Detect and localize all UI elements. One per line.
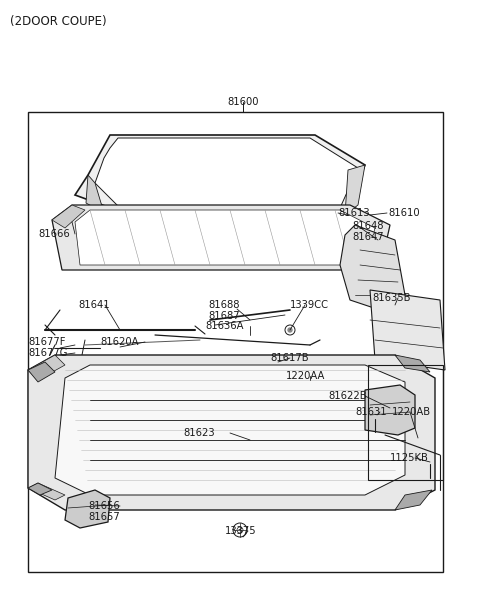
Text: 81641: 81641 <box>78 300 109 310</box>
Polygon shape <box>395 490 432 510</box>
Text: 81687: 81687 <box>208 311 240 321</box>
Polygon shape <box>55 365 405 495</box>
Circle shape <box>288 328 292 332</box>
Polygon shape <box>75 210 375 265</box>
Text: 81613: 81613 <box>338 208 370 218</box>
Polygon shape <box>370 290 445 370</box>
Polygon shape <box>65 490 110 528</box>
Polygon shape <box>28 483 65 500</box>
Polygon shape <box>75 135 365 215</box>
Text: 81620A: 81620A <box>100 337 139 347</box>
Polygon shape <box>345 165 365 215</box>
Polygon shape <box>28 483 52 495</box>
Text: 81635B: 81635B <box>372 293 410 303</box>
Polygon shape <box>86 175 104 213</box>
Text: (2DOOR COUPE): (2DOOR COUPE) <box>10 15 107 29</box>
Polygon shape <box>28 362 55 382</box>
Text: 1220AA: 1220AA <box>286 371 325 381</box>
Text: 1125KB: 1125KB <box>390 453 429 463</box>
Text: 1339CC: 1339CC <box>290 300 329 310</box>
Text: 81677G: 81677G <box>28 348 68 358</box>
Circle shape <box>276 361 279 364</box>
Text: 81647: 81647 <box>352 232 384 242</box>
Text: 81631: 81631 <box>355 407 386 417</box>
Text: 13375: 13375 <box>225 526 257 536</box>
Text: 81657: 81657 <box>88 512 120 522</box>
Text: 81666: 81666 <box>38 229 70 239</box>
Polygon shape <box>52 205 85 228</box>
Text: 81622B: 81622B <box>328 391 367 401</box>
Text: 81617B: 81617B <box>270 353 309 363</box>
Text: 81648: 81648 <box>352 221 384 231</box>
Polygon shape <box>395 355 430 372</box>
Polygon shape <box>365 385 415 435</box>
Polygon shape <box>95 138 358 208</box>
Polygon shape <box>340 225 405 310</box>
Text: 81610: 81610 <box>388 208 420 218</box>
Text: 81688: 81688 <box>208 300 240 310</box>
Text: 81623: 81623 <box>183 428 215 438</box>
Polygon shape <box>28 355 435 510</box>
Circle shape <box>173 253 177 257</box>
Text: 81656: 81656 <box>88 501 120 511</box>
Polygon shape <box>52 205 390 270</box>
Text: 81677F: 81677F <box>28 337 65 347</box>
Text: 81600: 81600 <box>227 97 259 107</box>
Text: 81636A: 81636A <box>205 321 243 331</box>
Polygon shape <box>28 355 65 380</box>
Text: 1220AB: 1220AB <box>392 407 431 417</box>
